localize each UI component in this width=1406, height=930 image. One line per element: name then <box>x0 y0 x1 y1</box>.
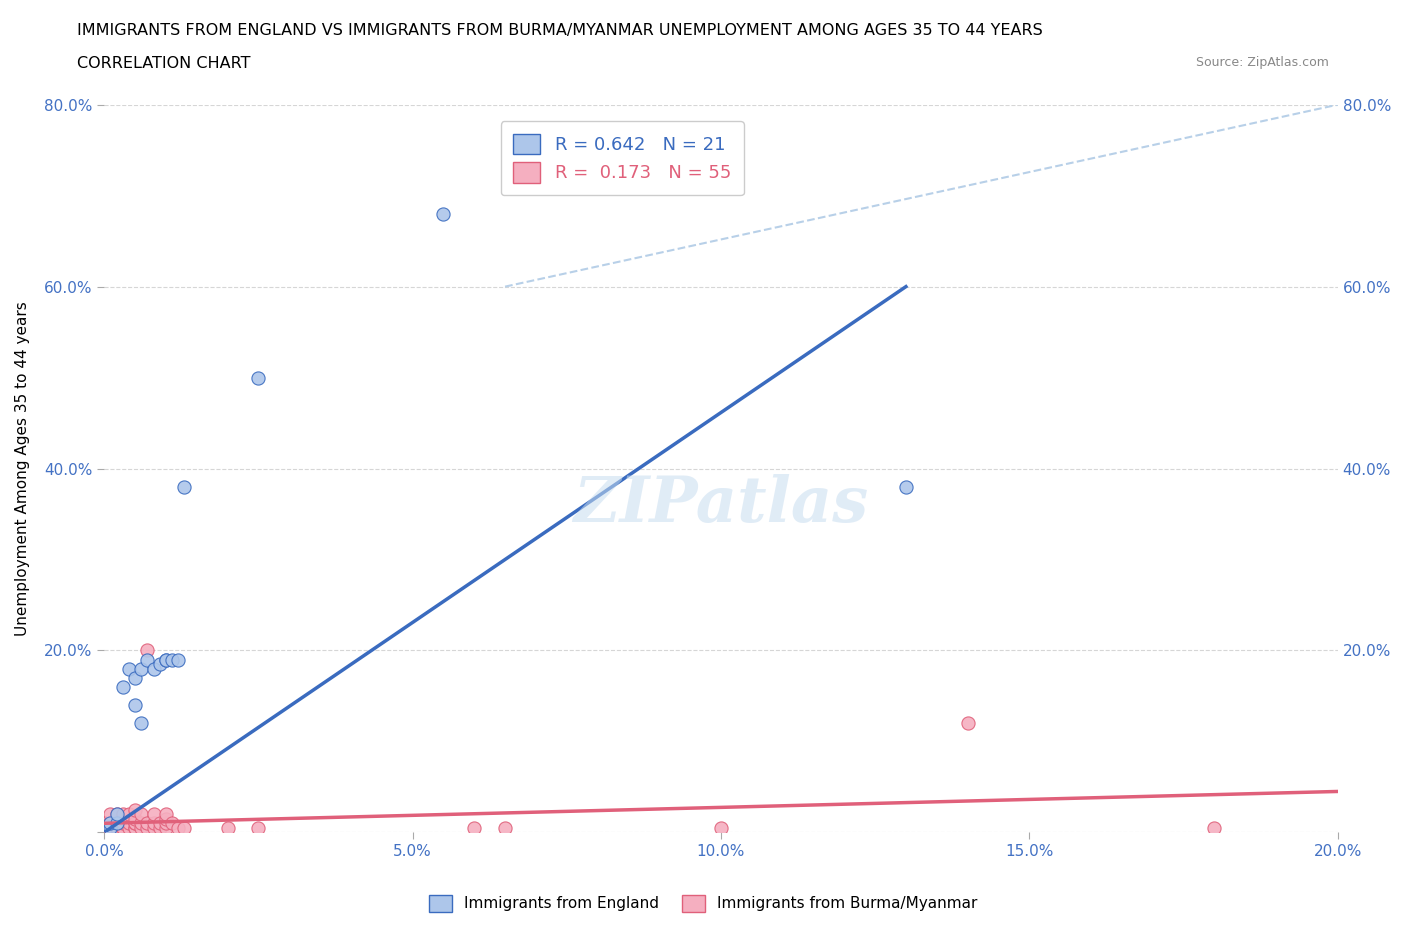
Point <box>247 820 270 835</box>
Point <box>129 716 152 731</box>
Point <box>98 806 121 821</box>
Point <box>129 820 152 835</box>
Point <box>93 816 115 830</box>
Point <box>124 820 146 835</box>
Text: ZIPatlas: ZIPatlas <box>574 474 869 536</box>
Point <box>149 820 172 835</box>
Point <box>98 820 121 835</box>
Point <box>956 716 979 731</box>
Point <box>463 820 485 835</box>
Legend: R = 0.642   N = 21, R =  0.173   N = 55: R = 0.642 N = 21, R = 0.173 N = 55 <box>501 121 744 195</box>
Y-axis label: Unemployment Among Ages 35 to 44 years: Unemployment Among Ages 35 to 44 years <box>15 301 30 636</box>
Point <box>98 816 121 830</box>
Legend: Immigrants from England, Immigrants from Burma/Myanmar: Immigrants from England, Immigrants from… <box>423 889 983 918</box>
Point <box>124 820 146 835</box>
Point <box>124 816 146 830</box>
Point <box>124 698 146 712</box>
Text: CORRELATION CHART: CORRELATION CHART <box>77 56 250 71</box>
Point <box>93 820 115 835</box>
Point <box>111 820 134 835</box>
Point <box>155 806 177 821</box>
Point <box>160 816 183 830</box>
Point <box>93 816 115 830</box>
Point <box>142 806 165 821</box>
Point <box>105 806 128 821</box>
Point <box>142 820 165 835</box>
Point <box>111 806 134 821</box>
Point <box>124 816 146 830</box>
Point <box>142 661 165 676</box>
Point <box>149 657 172 671</box>
Point <box>118 820 141 835</box>
Point <box>111 820 134 835</box>
Point <box>98 820 121 835</box>
Point <box>93 820 115 835</box>
Point <box>129 661 152 676</box>
Point <box>142 816 165 830</box>
Point <box>217 820 239 835</box>
Point <box>894 479 917 494</box>
Text: Source: ZipAtlas.com: Source: ZipAtlas.com <box>1195 56 1329 69</box>
Point <box>124 803 146 817</box>
Point <box>173 479 195 494</box>
Point <box>710 820 733 835</box>
Point <box>98 820 121 835</box>
Point <box>136 816 159 830</box>
Point <box>155 820 177 835</box>
Point <box>124 671 146 685</box>
Point <box>105 816 128 830</box>
Point <box>167 652 190 667</box>
Point <box>167 820 190 835</box>
Point <box>173 820 195 835</box>
Point <box>1204 820 1226 835</box>
Point <box>129 816 152 830</box>
Point <box>93 820 115 835</box>
Point <box>124 811 146 826</box>
Point <box>118 661 141 676</box>
Point <box>111 816 134 830</box>
Point <box>105 820 128 835</box>
Point <box>105 816 128 830</box>
Point <box>98 816 121 830</box>
Point <box>149 816 172 830</box>
Point <box>118 806 141 821</box>
Point <box>111 811 134 826</box>
Point <box>136 643 159 658</box>
Point <box>155 652 177 667</box>
Point <box>136 820 159 835</box>
Point <box>155 811 177 826</box>
Point <box>105 820 128 835</box>
Point <box>111 680 134 695</box>
Point <box>432 206 454 221</box>
Point <box>105 806 128 821</box>
Point <box>136 652 159 667</box>
Point <box>93 820 115 835</box>
Point <box>118 816 141 830</box>
Point <box>247 370 270 385</box>
Point <box>93 816 115 830</box>
Point <box>160 652 183 667</box>
Text: IMMIGRANTS FROM ENGLAND VS IMMIGRANTS FROM BURMA/MYANMAR UNEMPLOYMENT AMONG AGES: IMMIGRANTS FROM ENGLAND VS IMMIGRANTS FR… <box>77 23 1043 38</box>
Point <box>494 820 516 835</box>
Point <box>98 816 121 830</box>
Point <box>155 652 177 667</box>
Point <box>155 816 177 830</box>
Point <box>129 806 152 821</box>
